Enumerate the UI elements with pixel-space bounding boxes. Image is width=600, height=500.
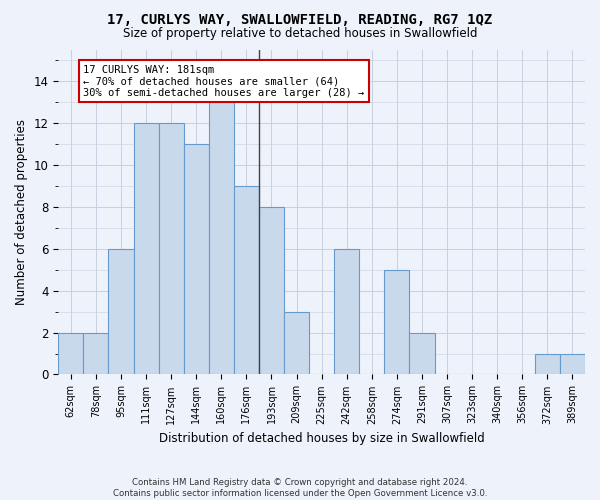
Bar (259, 207, 284, 374)
Text: 17, CURLYS WAY, SWALLOWFIELD, READING, RG7 1QZ: 17, CURLYS WAY, SWALLOWFIELD, READING, R… (107, 12, 493, 26)
Bar (58, 332, 83, 374)
Bar (409, 332, 434, 374)
Text: 17 CURLYS WAY: 181sqm
← 70% of detached houses are smaller (64)
30% of semi-deta: 17 CURLYS WAY: 181sqm ← 70% of detached … (83, 64, 365, 98)
Bar (83, 332, 109, 374)
Text: Contains HM Land Registry data © Crown copyright and database right 2024.
Contai: Contains HM Land Registry data © Crown c… (113, 478, 487, 498)
Text: Size of property relative to detached houses in Swallowfield: Size of property relative to detached ho… (123, 28, 477, 40)
Y-axis label: Number of detached properties: Number of detached properties (15, 119, 28, 305)
Bar (560, 354, 585, 374)
Bar (134, 124, 158, 374)
Bar (535, 354, 560, 374)
Bar (234, 186, 259, 374)
Bar (158, 124, 184, 374)
Bar (334, 249, 359, 374)
Bar (109, 249, 134, 374)
Bar (385, 270, 409, 374)
Bar (184, 144, 209, 374)
X-axis label: Distribution of detached houses by size in Swallowfield: Distribution of detached houses by size … (159, 432, 485, 445)
Bar (209, 102, 234, 374)
Bar (284, 312, 309, 374)
